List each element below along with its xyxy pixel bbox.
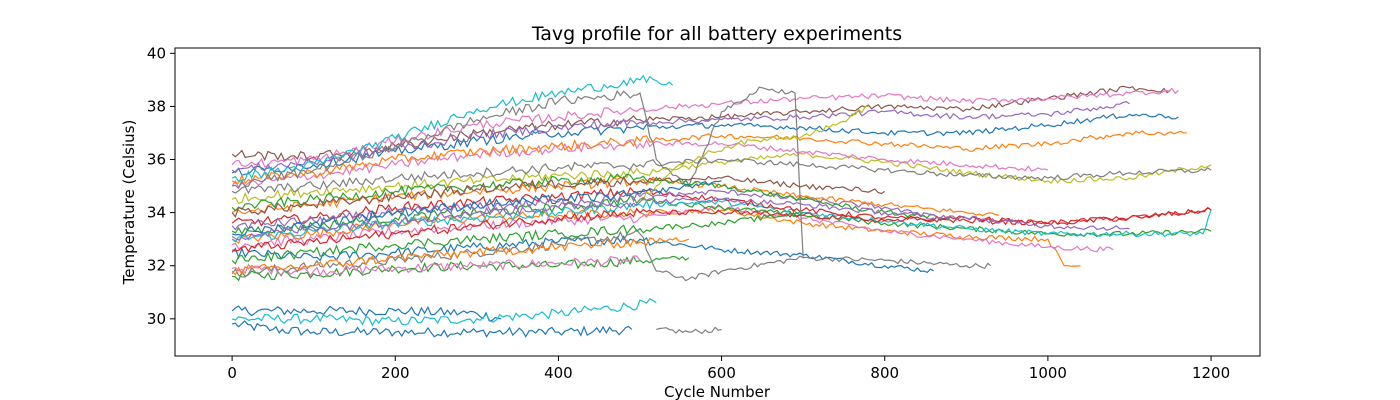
x-tick-label: 400 (544, 364, 573, 382)
series-line-28 (231, 211, 804, 265)
series-line-3 (656, 326, 722, 335)
series-layer (231, 74, 1212, 338)
x-axis-label: Cycle Number (664, 383, 771, 400)
series-line-23 (231, 101, 1130, 174)
x-tick-label: 200 (381, 364, 410, 382)
series-line-24 (231, 74, 674, 183)
x-tick-label: 800 (870, 364, 899, 382)
x-tick-label: 600 (707, 364, 736, 382)
series-line-22 (231, 87, 1179, 168)
series-line-20 (231, 130, 1187, 185)
plot-frame (174, 47, 1261, 357)
series-line-2 (231, 298, 657, 327)
x-tick-label: 1000 (1029, 364, 1067, 382)
series-line-16 (231, 157, 1212, 195)
series-line-1 (231, 305, 502, 322)
y-tick-label: 38 (147, 97, 166, 115)
y-tick-label: 32 (147, 257, 166, 275)
y-tick-label: 34 (147, 204, 166, 222)
x-tick-label: 1200 (1192, 364, 1230, 382)
series-line-14 (231, 176, 1000, 217)
series-line-11 (231, 199, 1212, 243)
y-tick-label: 40 (147, 44, 166, 62)
series-line-9 (231, 205, 1114, 253)
series-line-31 (231, 236, 690, 276)
series-line-17 (231, 173, 951, 221)
series-line-27 (231, 206, 1212, 253)
y-axis-label: Temperature (Celsius) (120, 120, 138, 286)
series-line-13 (231, 189, 934, 231)
y-axis: 30 32 34 36 38 40 (147, 44, 175, 328)
series-line-18 (231, 138, 1049, 189)
series-line-32 (231, 196, 1130, 241)
x-axis: 0 200 400 600 800 1000 1200 (227, 356, 1230, 382)
series-line-0 (231, 320, 633, 338)
series-line-21 (231, 85, 1171, 162)
series-line-15 (231, 151, 1212, 205)
series-line-4 (232, 255, 690, 282)
chart-title: Tavg profile for all battery experiments (531, 23, 902, 45)
y-tick-label: 30 (147, 310, 166, 328)
y-tick-label: 36 (147, 151, 166, 169)
series-line-7 (231, 229, 992, 282)
series-line-30 (231, 175, 886, 219)
series-line-5 (231, 255, 641, 277)
series-line-25 (231, 86, 804, 258)
x-tick-label: 0 (227, 364, 237, 382)
series-line-26 (639, 105, 869, 201)
series-line-29 (231, 180, 722, 237)
